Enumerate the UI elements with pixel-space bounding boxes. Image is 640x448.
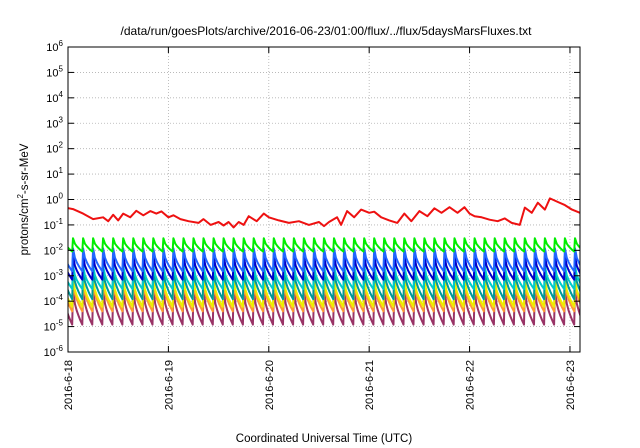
- y-tick-label-base: 10: [44, 245, 56, 257]
- y-tick-label: 104: [46, 90, 63, 105]
- y-tick-label-base: 10: [46, 169, 58, 181]
- y-tick-label: 10-1: [44, 217, 64, 232]
- y-ticks: 10-610-510-410-310-210-11001011021031041…: [44, 39, 580, 359]
- y-tick-label-base: 10: [46, 67, 58, 79]
- y-tick-label-base: 10: [44, 347, 56, 359]
- y-tick-label: 10-2: [44, 242, 64, 257]
- series-line: [68, 197, 580, 229]
- y-tick-label-exponent: 2: [59, 141, 64, 150]
- y-tick-label: 100: [46, 192, 63, 207]
- series-line: [68, 237, 580, 253]
- y-tick-label-base: 10: [46, 93, 58, 105]
- y-tick-label-exponent: 5: [59, 64, 64, 73]
- y-tick-label-exponent: 4: [59, 90, 64, 99]
- x-tick-label: 2016-6-19: [163, 360, 175, 410]
- y-tick-label-base: 10: [46, 42, 58, 54]
- y-tick-label: 106: [46, 39, 63, 54]
- y-tick-label-base: 10: [44, 296, 56, 308]
- y-tick-label: 103: [46, 115, 63, 130]
- y-tick-label-exponent: 0: [59, 192, 64, 201]
- y-tick-label-base: 10: [44, 220, 56, 232]
- y-tick-label: 102: [46, 141, 63, 156]
- x-tick-label: 2016-6-18: [63, 360, 75, 410]
- y-axis-title: protons/cm2-s-sr-MeV: [16, 143, 31, 255]
- y-tick-label: 101: [46, 166, 63, 181]
- x-axis-title: Coordinated Universal Time (UTC): [236, 433, 413, 445]
- series-layer: [68, 197, 580, 326]
- y-tick-label-exponent: 6: [59, 39, 64, 48]
- y-axis-title-base: protons/cm: [19, 199, 31, 256]
- y-tick-label-base: 10: [44, 322, 56, 334]
- x-tick-label: 2016-6-21: [364, 360, 376, 410]
- y-tick-label-base: 10: [46, 118, 58, 130]
- y-tick-label: 10-6: [44, 344, 64, 359]
- y-tick-label-base: 10: [44, 271, 56, 283]
- y-tick-label-base: 10: [46, 144, 58, 156]
- y-tick-label: 10-3: [44, 268, 64, 283]
- y-tick-label-exponent: 3: [59, 115, 64, 124]
- x-tick-label: 2016-6-20: [264, 360, 276, 410]
- y-tick-label: 10-4: [44, 293, 64, 308]
- y-tick-label-exponent: -4: [56, 293, 64, 302]
- y-tick-label: 10-5: [44, 319, 64, 334]
- y-axis-title-sup: 2: [16, 194, 25, 199]
- y-tick-label-exponent: -6: [56, 344, 64, 353]
- y-tick-label-exponent: -3: [56, 268, 64, 277]
- y-tick-label-base: 10: [46, 195, 58, 207]
- y-tick-label: 105: [46, 64, 63, 79]
- chart-title: /data/run/goesPlots/archive/2016-06-23/0…: [121, 24, 533, 38]
- y-tick-label-exponent: -1: [56, 217, 64, 226]
- x-tick-label: 2016-6-23: [565, 360, 577, 410]
- x-tick-label: 2016-6-22: [465, 360, 477, 410]
- y-axis-title-rest: -s-sr-MeV: [19, 143, 31, 194]
- y-tick-label-exponent: -2: [56, 242, 64, 251]
- y-tick-label-exponent: -5: [56, 319, 64, 328]
- y-tick-label-exponent: 1: [59, 166, 64, 175]
- x-ticks: 2016-6-18 2016-6-19 2016-6-20 2016-6-21 2016…: [63, 47, 577, 410]
